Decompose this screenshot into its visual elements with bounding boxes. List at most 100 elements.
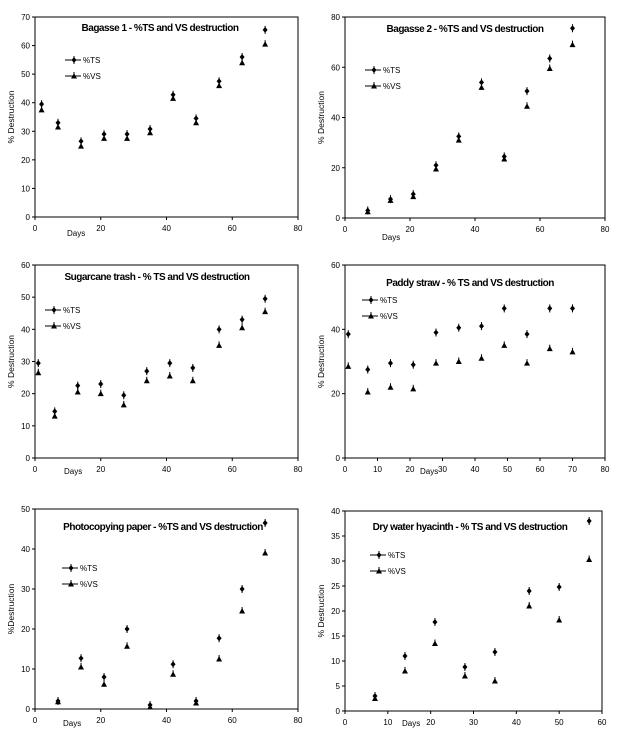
data-point-triangle xyxy=(193,119,200,126)
data-point-triangle xyxy=(35,369,42,376)
data-point-triangle xyxy=(461,673,468,679)
x-tick-label: 60 xyxy=(228,465,237,474)
plot-area xyxy=(34,16,299,218)
chart-panel-5: 0 10 20 30 40 50 0 20 40 60 80 Photocopying paper -… xyxy=(6,505,303,728)
data-point-diamond xyxy=(433,329,439,336)
x-tick-label: 30 xyxy=(469,718,478,727)
data-point-diamond xyxy=(124,131,130,138)
data-point-diamond xyxy=(365,366,371,373)
data-point-triangle xyxy=(147,129,154,136)
legend-label: %TS xyxy=(383,66,400,75)
y-tick-label: 5 xyxy=(336,682,341,691)
data-point-triangle xyxy=(546,65,553,72)
x-tick-label: 50 xyxy=(555,718,564,727)
data-point-diamond xyxy=(501,305,507,312)
x-axis-label: Days xyxy=(64,467,82,476)
legend-label: %TS xyxy=(388,551,405,560)
data-point-triangle xyxy=(526,603,533,609)
y-tick-label: 35 xyxy=(331,532,340,541)
y-axis-label: % Destruction xyxy=(316,91,326,144)
y-axis-label: % Destruction xyxy=(6,335,16,388)
data-point-triangle xyxy=(478,355,485,361)
y-tick-label: 40 xyxy=(21,325,30,334)
y-tick-label: 30 xyxy=(21,127,30,136)
data-point-diamond xyxy=(101,674,107,680)
data-point-triangle xyxy=(239,324,246,331)
x-tick-label: 0 xyxy=(343,225,348,234)
y-tick-label: 40 xyxy=(21,545,30,554)
chart-title: Bagasse 2 - %TS and VS destruction xyxy=(387,24,544,35)
y-tick-label: 60 xyxy=(21,261,30,270)
chart-panel-1: 0 10 20 30 40 50 60 70 0 20 40 60 80 Bagasse 1 - %TS … xyxy=(6,13,303,238)
x-tick-label: 0 xyxy=(33,224,38,233)
x-tick-label: 0 xyxy=(343,718,348,727)
y-tick-label: 30 xyxy=(331,557,340,566)
data-point-triangle xyxy=(345,363,352,369)
x-tick-label: 50 xyxy=(503,465,512,474)
data-point-triangle xyxy=(431,640,438,646)
x-tick-label: 60 xyxy=(228,224,237,233)
data-point-diamond xyxy=(39,101,45,108)
y-tick-label: 40 xyxy=(331,325,340,334)
x-axis-label: Days xyxy=(382,233,400,242)
data-point-triangle xyxy=(239,608,246,614)
y-tick-label: 50 xyxy=(21,70,30,79)
data-point-diamond xyxy=(479,79,484,86)
legend-marker-diamond xyxy=(71,57,77,63)
x-tick-label: 20 xyxy=(406,465,415,474)
data-point-triangle xyxy=(55,124,62,130)
data-point-triangle xyxy=(216,82,223,89)
x-tick-label: 60 xyxy=(536,225,545,234)
data-point-diamond xyxy=(388,360,393,367)
data-point-triangle xyxy=(478,84,485,90)
data-point-diamond xyxy=(570,305,575,312)
y-tick-label: 60 xyxy=(331,63,340,72)
data-point-diamond xyxy=(547,305,553,312)
data-point-diamond xyxy=(570,25,575,32)
data-point-diamond xyxy=(262,295,268,302)
data-point-triangle xyxy=(524,360,530,366)
data-point-diamond xyxy=(239,54,245,60)
x-tick-label: 0 xyxy=(33,716,38,725)
x-tick-label: 40 xyxy=(162,465,171,474)
data-point-diamond xyxy=(524,88,530,95)
x-tick-label: 20 xyxy=(96,224,105,233)
x-axis-label: Days xyxy=(63,719,81,728)
y-tick-label: 40 xyxy=(331,507,340,516)
x-tick-label: 20 xyxy=(406,225,415,234)
x-tick-label: 10 xyxy=(373,465,382,474)
x-tick-label: 20 xyxy=(96,465,105,474)
data-point-diamond xyxy=(547,55,553,62)
data-point-diamond xyxy=(239,586,245,592)
data-point-diamond xyxy=(402,653,408,659)
data-point-diamond xyxy=(262,520,268,526)
y-tick-label: 10 xyxy=(21,184,30,193)
data-point-diamond xyxy=(239,316,245,323)
y-tick-label: 10 xyxy=(21,665,30,674)
data-point-triangle xyxy=(569,41,576,48)
chart-title: Paddy straw - % TS and VS destruction xyxy=(386,278,554,289)
x-tick-label: 10 xyxy=(383,718,392,727)
data-point-diamond xyxy=(144,368,150,375)
legend-marker-triangle xyxy=(368,313,374,319)
x-tick-label: 60 xyxy=(536,465,545,474)
data-point-diamond xyxy=(170,661,176,668)
data-point-diamond xyxy=(121,392,127,399)
data-point-diamond xyxy=(216,78,222,85)
data-point-triangle xyxy=(38,106,45,113)
data-point-diamond xyxy=(462,664,468,670)
x-axis-label: Days xyxy=(402,719,420,728)
data-point-triangle xyxy=(262,308,269,315)
legend-label: %VS xyxy=(63,322,81,331)
x-tick-label: 70 xyxy=(568,465,577,474)
y-tick-label: 80 xyxy=(331,13,340,22)
y-axis-label: %Destruction xyxy=(6,583,16,634)
y-tick-label: 25 xyxy=(331,582,340,591)
y-tick-label: 10 xyxy=(331,657,340,666)
y-tick-label: 20 xyxy=(331,164,340,173)
legend-marker-diamond xyxy=(368,297,374,303)
y-tick-label: 0 xyxy=(336,454,341,463)
y-tick-label: 15 xyxy=(331,632,340,641)
chart-panel-6: 0 5 10 15 20 25 30 35 40 0 10 20 30 40 50 60 Dry water h… xyxy=(316,507,607,728)
data-point-triangle xyxy=(262,41,269,47)
